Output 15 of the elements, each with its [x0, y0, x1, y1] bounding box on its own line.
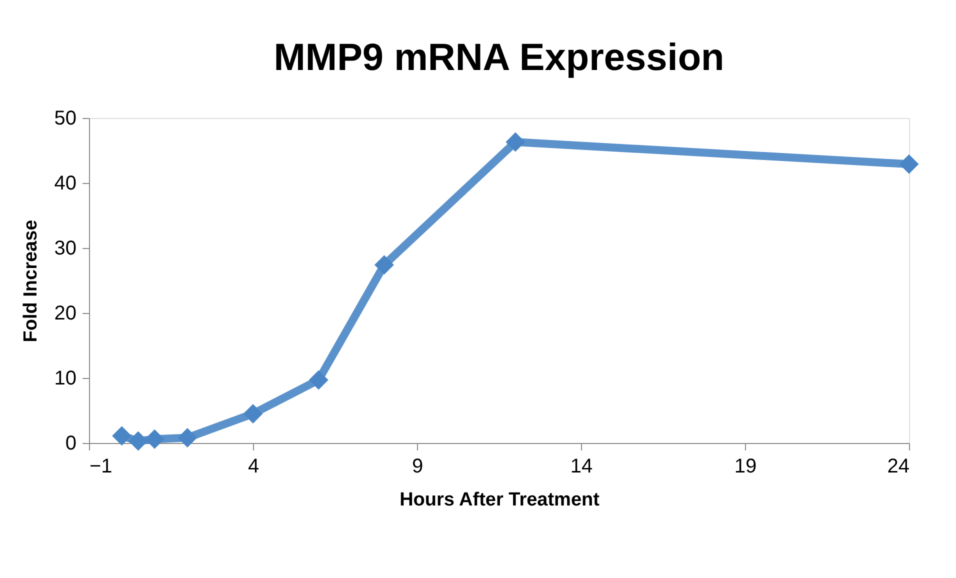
y-tick-label: 0: [65, 432, 76, 454]
y-tick-label: 10: [54, 368, 76, 390]
x-tick-label: 19: [734, 456, 757, 478]
y-axis-title: Fold Increase: [20, 220, 42, 342]
y-tick-label: 50: [54, 108, 76, 130]
x-axis-title: Hours After Treatment: [400, 490, 600, 510]
y-tick-label: 20: [54, 302, 76, 324]
x-tick-label: −1: [90, 456, 112, 478]
x-tick-label: 9: [412, 456, 424, 478]
x-tick-label: 14: [570, 456, 593, 478]
chart-title: MMP9 mRNA Expression: [274, 37, 724, 79]
x-tick-label: 4: [248, 456, 260, 478]
y-tick-label: 40: [54, 172, 76, 194]
x-tick-label: 24: [887, 456, 910, 478]
y-tick-label: 30: [54, 238, 76, 260]
